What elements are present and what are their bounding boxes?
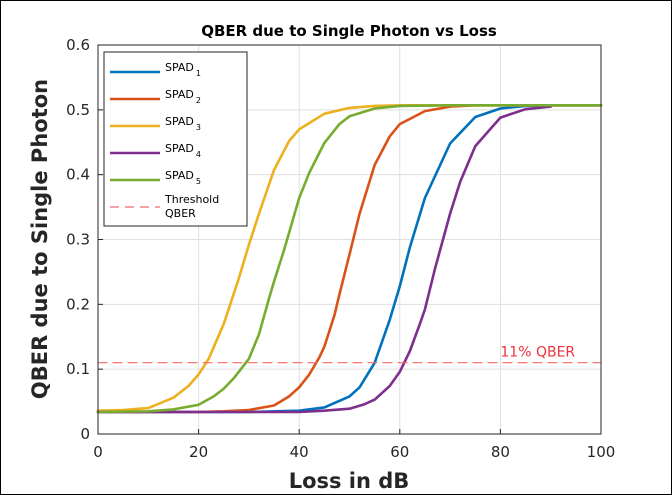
y-tick-label: 0.2 [66,295,90,313]
y-tick-label: 0.3 [66,231,90,249]
y-axis-title: QBER due to Single Photon [28,79,52,399]
legend-label: SPAD 5 [165,169,201,186]
chart-title: QBER due to Single Photon vs Loss [201,22,497,40]
threshold-annotation: 11% QBER [500,345,575,361]
x-tick-label: 20 [189,443,208,461]
series-line-spad-5 [96,104,603,414]
legend-label: SPAD 2 [165,88,201,105]
x-tick-label: 60 [390,443,409,461]
x-axis-title: Loss in dB [289,469,410,493]
x-tick-label: 80 [491,443,510,461]
legend-label: SPAD 3 [165,115,201,132]
legend-box [103,51,248,227]
annotation-layer: 11% QBER [500,345,575,361]
legend-label: SPAD 4 [165,142,201,159]
y-tick-label: 0.6 [66,36,90,54]
y-tick-label: 0.1 [66,360,90,378]
x-tick-label: 0 [93,443,103,461]
series-layer [96,104,603,414]
axis-ticks: 0 20 40 60 80 100 0 0.1 0.2 0.3 0.4 0.5 0.6 [66,36,615,461]
y-tick-label: 0 [80,425,90,443]
y-tick-label: 0.5 [66,101,90,119]
legend-label: SPAD 1 [165,61,201,78]
x-tick-label: 40 [290,443,309,461]
legend: SPAD 1 SPAD 2 SPAD 3 SPAD 4 SPAD 5 Threshold QBER [103,51,248,227]
legend-label: Threshold QBER [164,193,219,220]
x-tick-label: 100 [587,443,616,461]
series-line-spad-4 [96,105,553,414]
y-tick-label: 0.4 [66,166,90,184]
